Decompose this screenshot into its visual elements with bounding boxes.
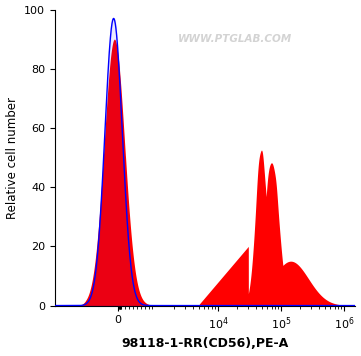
X-axis label: 98118-1-RR(CD56),PE-A: 98118-1-RR(CD56),PE-A: [122, 337, 289, 350]
Text: WWW.PTGLAB.COM: WWW.PTGLAB.COM: [178, 34, 292, 44]
Y-axis label: Relative cell number: Relative cell number: [5, 96, 18, 219]
